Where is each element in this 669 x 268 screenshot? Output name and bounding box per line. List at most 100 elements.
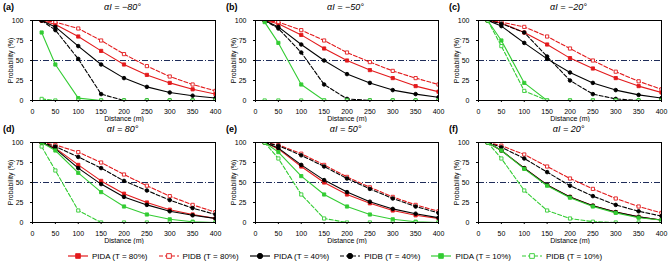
svg-text:0: 0 [254, 108, 258, 115]
svg-text:0: 0 [20, 219, 24, 226]
svg-text:50: 50 [274, 108, 282, 115]
svg-text:400: 400 [210, 108, 222, 115]
svg-text:50: 50 [239, 57, 247, 64]
svg-text:Probability (%): Probability (%) [7, 160, 15, 206]
svg-text:50: 50 [497, 108, 505, 115]
svg-text:150: 150 [318, 108, 330, 116]
svg-text:100: 100 [518, 230, 530, 237]
html-text:αI = 50°: αI = 50° [329, 124, 362, 134]
svg-text:300: 300 [610, 108, 622, 115]
svg-text:100: 100 [235, 17, 247, 24]
html-text:(e): (e) [226, 124, 237, 134]
svg-text:Probability (%): Probability (%) [230, 160, 238, 206]
svg-text:75: 75 [16, 159, 24, 166]
html-text:PIDB (T = 40%): PIDB (T = 40%) [364, 251, 421, 261]
svg-text:50: 50 [462, 57, 470, 64]
svg-text:300: 300 [387, 230, 399, 237]
html-text:PIDA (T = 10%): PIDA (T = 10%) [455, 251, 511, 261]
svg-text:200: 200 [118, 108, 130, 116]
svg-text:400: 400 [656, 108, 668, 115]
svg-text:Probability (%): Probability (%) [453, 160, 461, 206]
html-text:αI = −80°: αI = −80° [104, 2, 141, 12]
svg-text:25: 25 [462, 77, 470, 84]
html-text:(c): (c) [449, 2, 460, 12]
svg-text:350: 350 [633, 230, 645, 237]
svg-text:100: 100 [458, 17, 470, 24]
svg-text:50: 50 [462, 179, 470, 186]
svg-text:50: 50 [51, 230, 59, 237]
svg-text:25: 25 [462, 199, 470, 206]
svg-text:75: 75 [239, 159, 247, 166]
svg-text:250: 250 [141, 108, 153, 116]
svg-text:300: 300 [610, 230, 622, 237]
svg-text:100: 100 [72, 230, 84, 237]
svg-text:100: 100 [458, 139, 470, 146]
svg-text:350: 350 [410, 108, 422, 115]
svg-text:75: 75 [462, 159, 470, 166]
svg-text:Distance (m): Distance (m) [104, 237, 144, 245]
svg-text:0: 0 [254, 230, 258, 237]
svg-text:50: 50 [239, 179, 247, 186]
svg-text:Distance (m): Distance (m) [327, 115, 367, 123]
svg-text:75: 75 [462, 37, 470, 44]
svg-text:0: 0 [31, 108, 35, 115]
html-text:αI = −50°: αI = −50° [327, 2, 364, 12]
html-text:PIDB (T = 10%): PIDB (T = 10%) [546, 251, 603, 261]
svg-text:75: 75 [16, 37, 24, 44]
html-text:PIDA (T = 40%): PIDA (T = 40%) [273, 251, 330, 261]
svg-text:0: 0 [477, 230, 481, 237]
html-text:(f): (f) [449, 124, 458, 134]
svg-text:Probability (%): Probability (%) [230, 38, 238, 84]
svg-text:25: 25 [239, 77, 247, 84]
svg-text:0: 0 [31, 230, 35, 237]
svg-text:Probability (%): Probability (%) [453, 38, 461, 84]
svg-text:25: 25 [16, 77, 24, 84]
svg-text:0: 0 [477, 108, 481, 115]
svg-text:25: 25 [239, 199, 247, 206]
svg-text:350: 350 [410, 230, 422, 237]
svg-text:50: 50 [497, 230, 505, 237]
svg-text:Distance (m): Distance (m) [550, 237, 590, 245]
svg-text:Distance (m): Distance (m) [327, 237, 367, 245]
svg-text:0: 0 [466, 97, 470, 104]
svg-text:0: 0 [243, 219, 247, 226]
svg-text:100: 100 [295, 230, 307, 237]
svg-text:50: 50 [16, 57, 24, 64]
svg-text:Distance (m): Distance (m) [104, 115, 144, 123]
svg-text:350: 350 [187, 108, 199, 115]
svg-text:50: 50 [51, 108, 59, 115]
html-text:(b): (b) [226, 2, 238, 12]
html-text:(a): (a) [3, 2, 14, 12]
svg-text:400: 400 [210, 230, 222, 237]
svg-text:0: 0 [20, 97, 24, 104]
svg-text:100: 100 [72, 108, 84, 115]
svg-text:100: 100 [12, 17, 24, 24]
svg-text:Distance (m): Distance (m) [550, 115, 590, 123]
html-text:PIDB (T = 80%): PIDB (T = 80%) [182, 251, 239, 261]
svg-text:300: 300 [164, 108, 176, 115]
svg-text:100: 100 [295, 108, 307, 115]
svg-text:300: 300 [164, 230, 176, 237]
svg-text:350: 350 [633, 108, 645, 115]
svg-text:0: 0 [243, 97, 247, 104]
svg-text:150: 150 [95, 108, 107, 116]
svg-text:400: 400 [433, 230, 445, 237]
svg-text:Probability (%): Probability (%) [7, 38, 15, 84]
svg-text:300: 300 [387, 108, 399, 115]
svg-text:0: 0 [466, 219, 470, 226]
svg-text:350: 350 [187, 230, 199, 237]
svg-text:100: 100 [518, 108, 530, 115]
svg-text:50: 50 [274, 230, 282, 237]
html-text:αI = 80°: αI = 80° [106, 124, 139, 134]
svg-text:100: 100 [12, 139, 24, 146]
svg-text:100: 100 [235, 139, 247, 146]
html-text:(d): (d) [3, 124, 15, 134]
svg-text:25: 25 [16, 199, 24, 206]
svg-text:400: 400 [433, 108, 445, 115]
svg-text:75: 75 [239, 37, 247, 44]
html-text:αI = 20°: αI = 20° [552, 124, 585, 134]
svg-text:50: 50 [16, 179, 24, 186]
html-text:αI = −20°: αI = −20° [550, 2, 587, 12]
svg-text:400: 400 [656, 230, 668, 237]
html-text:PIDA (T = 80%): PIDA (T = 80%) [91, 251, 148, 261]
